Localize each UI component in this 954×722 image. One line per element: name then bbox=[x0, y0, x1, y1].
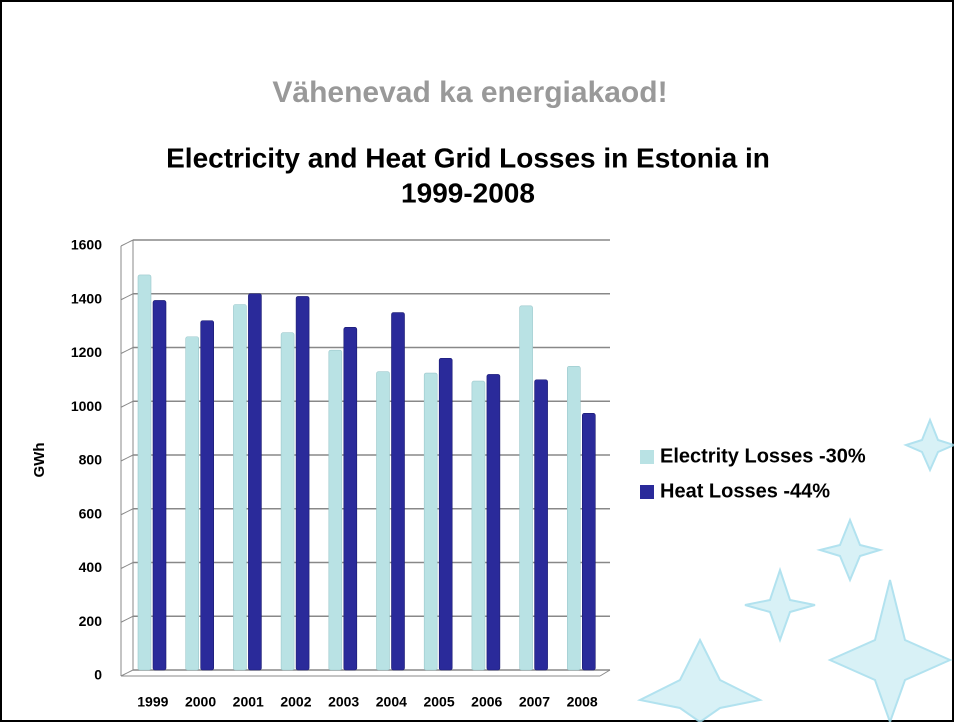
slide-title: Vähenevad ka energiakaod! bbox=[272, 76, 667, 109]
y-tick-label: 800 bbox=[79, 452, 103, 468]
x-tick-label: 1999 bbox=[137, 694, 168, 710]
x-tick-label: 2002 bbox=[280, 694, 311, 710]
legend-swatch bbox=[640, 450, 654, 464]
bar bbox=[328, 349, 343, 671]
bar bbox=[391, 312, 405, 671]
legend-label: Heat Losses -44% bbox=[660, 480, 830, 502]
bar bbox=[295, 296, 310, 671]
x-tick-label: 2001 bbox=[233, 694, 264, 710]
y-tick-label: 0 bbox=[94, 667, 102, 683]
grid-line bbox=[120, 347, 134, 354]
bar bbox=[137, 274, 152, 671]
legend-label: Electrity Losses -30% bbox=[660, 445, 866, 467]
bar bbox=[423, 372, 438, 671]
axis-line bbox=[599, 669, 611, 677]
bar bbox=[233, 304, 247, 671]
y-tick-label: 1600 bbox=[71, 237, 102, 253]
x-tick-label: 2000 bbox=[185, 694, 216, 710]
bar bbox=[343, 327, 358, 671]
grid-line bbox=[120, 454, 134, 462]
bar bbox=[185, 336, 199, 671]
x-tick-label: 2006 bbox=[471, 694, 502, 710]
grid-line bbox=[120, 293, 134, 301]
chart-title: Electricity and Heat Grid Losses in Esto… bbox=[166, 142, 770, 173]
grid-line bbox=[120, 562, 134, 569]
bar bbox=[534, 379, 548, 671]
chart-title: 1999-2008 bbox=[401, 177, 535, 208]
bar bbox=[376, 371, 390, 671]
bar bbox=[248, 293, 262, 671]
bar bbox=[438, 357, 453, 671]
bar bbox=[566, 366, 581, 671]
snowflake-decoration bbox=[636, 417, 954, 722]
grid-line bbox=[120, 669, 134, 677]
y-tick-label: 200 bbox=[79, 613, 103, 629]
bar bbox=[471, 380, 486, 671]
bar bbox=[280, 332, 295, 671]
y-tick-label: 400 bbox=[79, 559, 103, 575]
y-tick-label: 1400 bbox=[71, 290, 102, 306]
x-tick-label: 2007 bbox=[519, 694, 550, 710]
bar bbox=[152, 300, 167, 671]
grid-line bbox=[120, 239, 134, 247]
bar bbox=[519, 305, 533, 671]
legend-swatch bbox=[640, 485, 654, 499]
y-axis-label: GWh bbox=[31, 443, 48, 478]
grid-line bbox=[120, 400, 134, 408]
bar bbox=[581, 413, 596, 671]
bar bbox=[486, 374, 501, 671]
x-tick-label: 2003 bbox=[328, 694, 359, 710]
grid-line bbox=[120, 508, 134, 516]
y-tick-label: 1200 bbox=[71, 344, 102, 360]
x-tick-label: 2005 bbox=[423, 694, 454, 710]
x-tick-label: 2008 bbox=[567, 694, 598, 710]
y-tick-label: 1000 bbox=[71, 398, 102, 414]
x-tick-label: 2004 bbox=[376, 694, 407, 710]
bar bbox=[200, 320, 214, 671]
y-tick-label: 600 bbox=[79, 505, 103, 521]
grid-line bbox=[120, 615, 134, 623]
